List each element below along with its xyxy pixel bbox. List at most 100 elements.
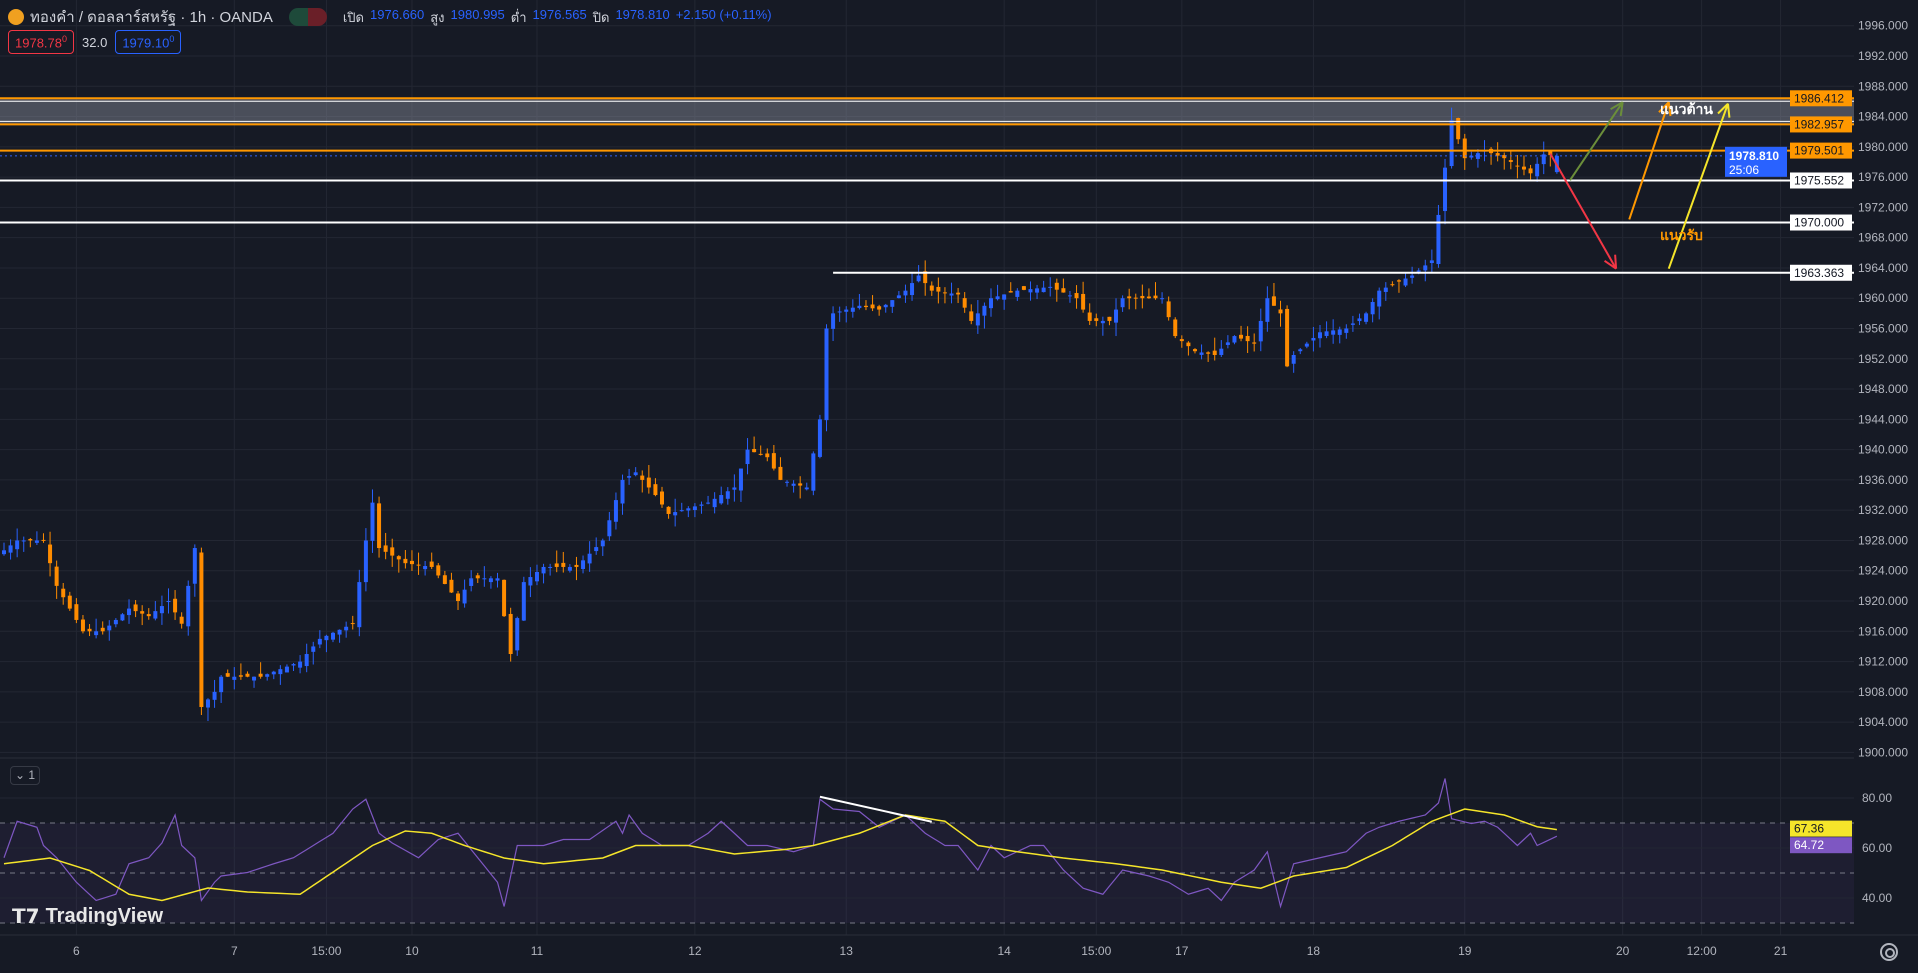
level-price-label	[1790, 90, 1852, 107]
candle-body	[982, 305, 987, 316]
candle-body	[475, 575, 480, 579]
low-label: ต่ำ	[510, 9, 527, 25]
candle-body	[607, 520, 612, 537]
candle-body	[67, 595, 72, 609]
candle-body	[699, 504, 704, 506]
close-label: ปิด	[592, 9, 610, 25]
candle-body	[344, 626, 349, 631]
candle-body	[502, 579, 507, 617]
candle-body	[271, 671, 276, 675]
candle-body	[692, 506, 697, 511]
candle-body	[640, 475, 645, 480]
symbol-title[interactable]: ทองคำ / ดอลลาร์สหรัฐ · 1h · OANDA	[30, 9, 273, 26]
candle-body	[587, 553, 592, 564]
candle-body	[1225, 342, 1230, 345]
candle-body	[153, 611, 158, 619]
candle-body	[923, 271, 928, 284]
candle-body	[548, 566, 553, 568]
candle-body	[304, 654, 309, 667]
candle-body	[1035, 288, 1040, 293]
candle-body	[363, 540, 368, 583]
candle-body	[949, 293, 954, 296]
candle-body	[1212, 350, 1217, 355]
rsi-value-label-text: 64.72	[1794, 838, 1824, 852]
candle-body	[824, 328, 829, 421]
candle-body	[1054, 282, 1059, 290]
candle-body	[1008, 291, 1013, 293]
candle-body	[1107, 316, 1112, 321]
candle-body	[179, 616, 184, 624]
candle-body	[383, 545, 388, 552]
candle-body	[1206, 352, 1211, 354]
candle-body	[1311, 337, 1316, 341]
candle-body	[252, 676, 257, 681]
candle-body	[1133, 297, 1138, 299]
quote-panel: 1978.780 32.0 1979.100	[8, 30, 182, 55]
price-axis	[1854, 0, 1918, 973]
candle-body	[298, 661, 303, 668]
candle-body	[567, 566, 572, 571]
candle-body	[956, 292, 961, 295]
settings-gear-icon[interactable]	[1880, 943, 1898, 961]
collapse-indicators-button[interactable]: ⌄ 1	[10, 766, 40, 785]
time-tick: 7	[231, 944, 238, 958]
candle-body	[1100, 320, 1105, 324]
candle-body	[291, 664, 296, 666]
candle-body	[857, 305, 862, 309]
candle-body	[469, 578, 474, 586]
candle-body	[15, 540, 20, 550]
candle-body	[561, 562, 566, 567]
projection-arrow	[1549, 153, 1617, 270]
candle-body	[146, 614, 151, 617]
candle-body	[1278, 309, 1283, 314]
market-status-icon[interactable]	[288, 8, 327, 26]
candle-body	[1548, 150, 1553, 156]
candle-body	[1436, 214, 1441, 265]
projection-arrow	[1667, 103, 1729, 270]
candle-body	[508, 613, 513, 655]
arrow-head-icon	[1603, 259, 1617, 270]
sell-button[interactable]: 1978.780	[8, 30, 75, 55]
buy-button[interactable]: 1979.100	[115, 30, 182, 55]
candle-body	[100, 627, 105, 632]
candle-body	[1357, 318, 1362, 322]
resistance-zone	[0, 98, 1854, 125]
candle-body	[1153, 295, 1158, 299]
candle-body	[1146, 296, 1151, 299]
candle-body	[278, 669, 283, 675]
candle-body	[686, 508, 691, 511]
candle-body	[1337, 329, 1342, 335]
candle-body	[1541, 154, 1546, 165]
candle-body	[87, 628, 92, 632]
candle-body	[403, 558, 408, 564]
candle-body	[41, 539, 46, 541]
candle-body	[758, 453, 763, 455]
rsi-value-label	[1790, 837, 1852, 854]
candle-body	[725, 491, 730, 499]
candle-body	[1456, 118, 1461, 140]
candle-body	[107, 625, 112, 631]
watermark-text: TradingView	[45, 905, 164, 927]
candle-body	[61, 588, 66, 598]
candle-body	[521, 582, 526, 621]
candle-body	[1462, 138, 1467, 159]
time-tick: 10	[405, 944, 419, 958]
candle-body	[929, 285, 934, 291]
candle-body	[1508, 160, 1513, 162]
candle-body	[811, 453, 816, 491]
candle-body	[1048, 286, 1053, 288]
candle-body	[159, 606, 164, 614]
candle-body	[1364, 313, 1369, 322]
tradingview-watermark[interactable]: 𝗧𝟳 TradingView	[12, 904, 163, 929]
candle-body	[1199, 352, 1204, 355]
price-tick: 1988.000	[1858, 79, 1908, 93]
candle-body	[528, 577, 533, 586]
rsi-tick: 80.00	[1862, 791, 1892, 805]
candle-body	[719, 495, 724, 504]
candle-body	[613, 500, 618, 522]
candle-body	[666, 506, 671, 514]
arrow-head-icon	[1614, 254, 1618, 269]
rsi-band	[0, 823, 1854, 923]
time-tick: 6	[73, 944, 80, 958]
